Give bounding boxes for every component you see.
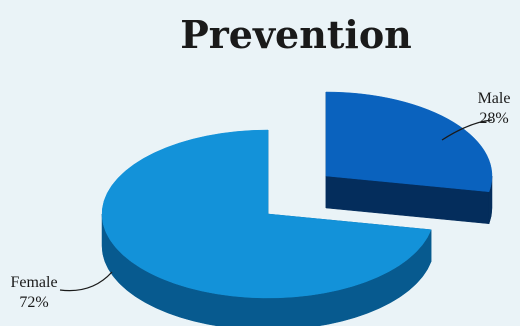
slice-female-top — [101, 129, 432, 299]
label-male-name: Male — [478, 90, 511, 107]
slice-labels: Male 28% Female 72% — [10, 90, 510, 311]
leader-line-male — [441, 119, 493, 141]
pie-slices — [101, 91, 493, 326]
label-male-value: 28% — [479, 110, 508, 127]
label-female-value: 72% — [19, 294, 48, 311]
label-female-name: Female — [10, 274, 57, 291]
chart-title: Prevention — [180, 12, 412, 57]
leader-line-female — [59, 271, 113, 292]
slice-male-top — [325, 91, 493, 193]
